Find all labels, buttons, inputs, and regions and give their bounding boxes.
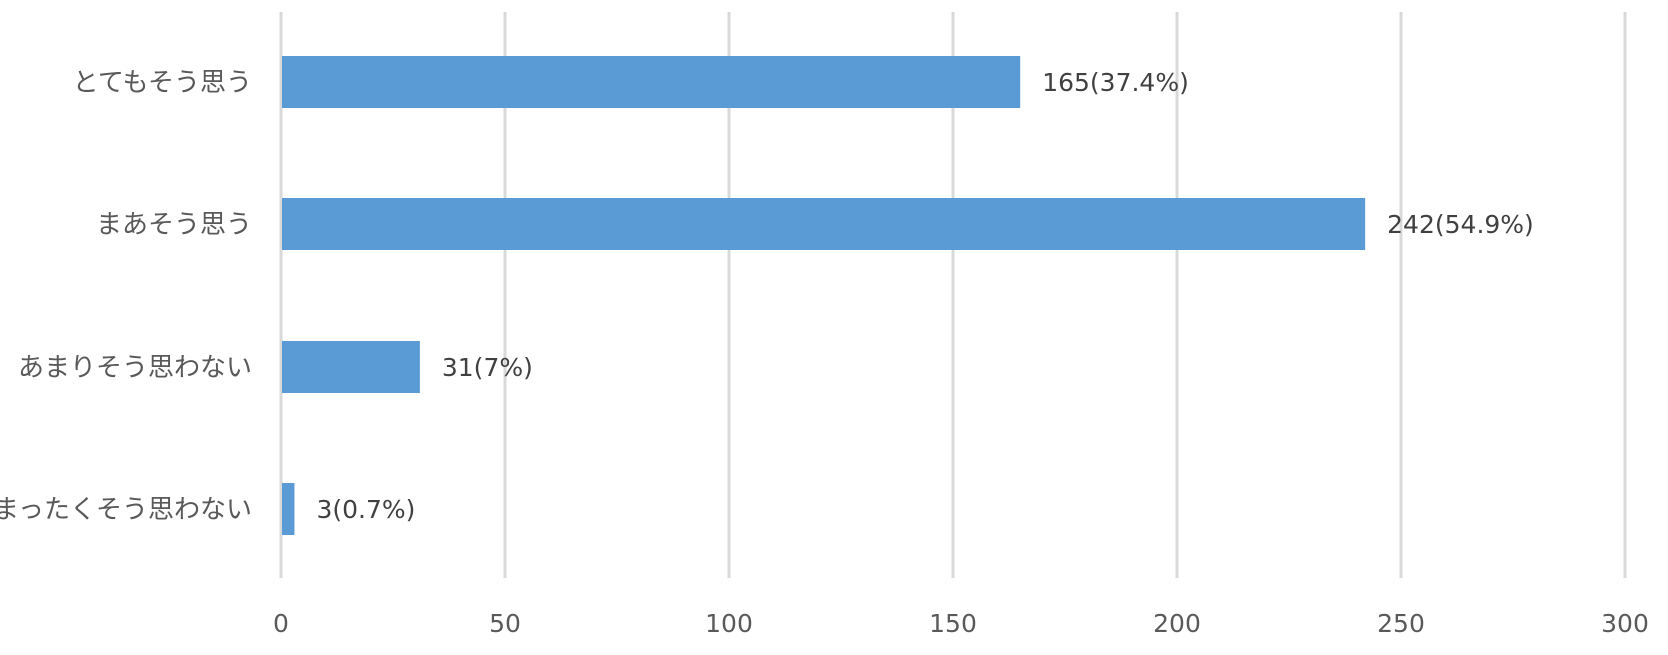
bar-data-label: 31(7%) [442, 353, 533, 382]
x-tick-label: 100 [705, 609, 753, 638]
data-labels: 165(37.4%) 242(54.9%) 31(7%) 3(0.7%) [316, 68, 1533, 524]
bar-data-label: 165(37.4%) [1042, 68, 1189, 97]
x-axis-tick-labels: 0 50 100 150 200 250 300 [273, 609, 1649, 638]
bar [282, 483, 295, 535]
bars [282, 56, 1366, 535]
category-label: まあそう思う [96, 210, 252, 240]
bar [282, 198, 1366, 250]
x-tick-label: 250 [1377, 609, 1425, 638]
bar [282, 341, 420, 393]
bar-data-label: 242(54.9%) [1387, 210, 1534, 239]
bar [282, 56, 1021, 108]
x-tick-label: 0 [273, 609, 289, 638]
x-tick-label: 150 [929, 609, 977, 638]
x-tick-label: 200 [1153, 609, 1201, 638]
x-tick-label: 300 [1601, 609, 1649, 638]
category-label: あまりそう思わない [18, 353, 252, 383]
category-label: まったくそう思わない [0, 495, 252, 525]
bar-data-label: 3(0.7%) [316, 495, 415, 524]
category-label: とてもそう思う [73, 68, 252, 98]
x-tick-label: 50 [489, 609, 521, 638]
